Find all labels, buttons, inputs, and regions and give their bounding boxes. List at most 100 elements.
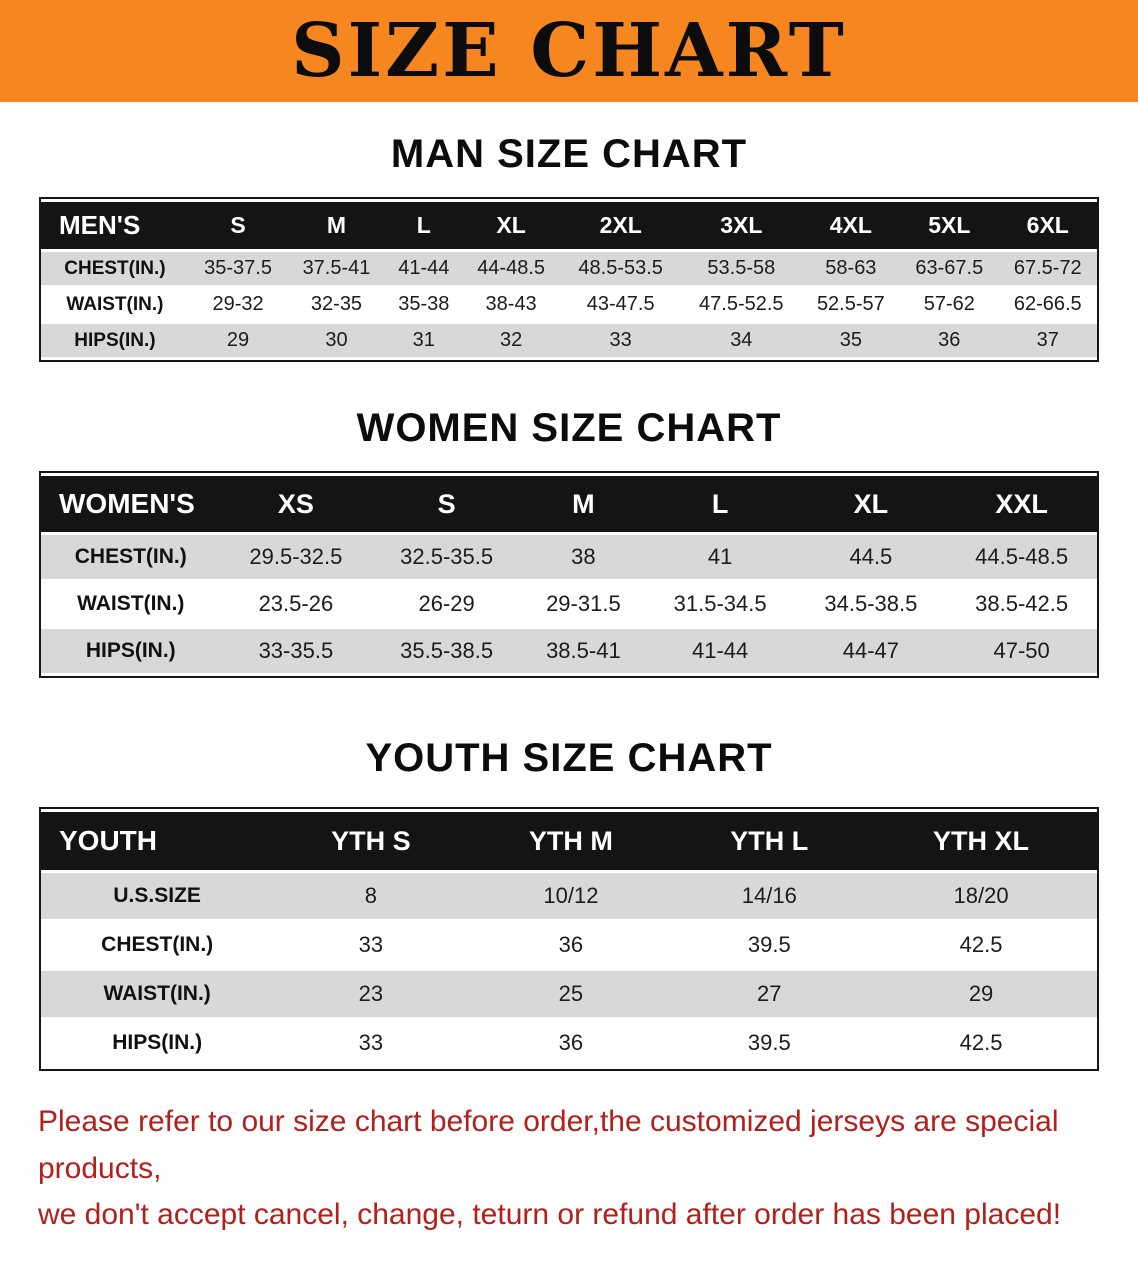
value-cell: 39.5 xyxy=(673,1020,866,1066)
men-chart-heading: MAN SIZE CHART xyxy=(390,132,748,176)
women-size-column-header: M xyxy=(521,476,645,532)
youth-table-row: CHEST(IN.) 33 36 39.5 42.5 xyxy=(41,922,1097,968)
value-cell: 57-62 xyxy=(900,288,999,321)
row-label-cell: WAIST(IN.) xyxy=(41,971,274,1017)
value-cell: 44-47 xyxy=(795,629,947,673)
men-table-row: WAIST(IN.) 29-32 32-35 35-38 38-43 43-47.5 47.… xyxy=(41,288,1097,321)
women-table-row: HIPS(IN.) 33-35.5 35.5-38.5 38.5-41 41-44 44-… xyxy=(41,629,1097,673)
value-cell: 63-67.5 xyxy=(900,252,999,285)
charts-main: MAN SIZE CHART MEN'S S M L XL 2XL 3XL 4XL 5XL 6XL… xyxy=(0,132,1138,1071)
value-cell: 37.5-41 xyxy=(287,252,386,285)
men-size-column-header: 4XL xyxy=(801,202,901,249)
row-label-cell: CHEST(IN.) xyxy=(41,535,221,579)
row-label-cell: U.S.SIZE xyxy=(41,873,274,919)
value-cell: 23.5-26 xyxy=(220,582,372,626)
footer-note: Please refer to our size chart before or… xyxy=(38,1099,1100,1239)
value-cell: 33 xyxy=(273,1020,469,1066)
youth-size-column-header: YTH L xyxy=(673,812,866,870)
value-cell: 35 xyxy=(801,324,901,357)
value-cell: 14/16 xyxy=(673,873,866,919)
women-size-column-header: L xyxy=(644,476,796,532)
value-cell: 37 xyxy=(998,324,1097,357)
men-table-label-header: MEN'S xyxy=(41,202,189,249)
value-cell: 29.5-32.5 xyxy=(220,535,372,579)
men-size-column-header: 2XL xyxy=(560,202,681,249)
value-cell: 47-50 xyxy=(946,629,1097,673)
women-table-row: CHEST(IN.) 29.5-32.5 32.5-35.5 38 41 44.5 44.5… xyxy=(41,535,1097,579)
value-cell: 26-29 xyxy=(371,582,522,626)
women-header-row: WOMEN'S XS S M L XL XXL xyxy=(41,476,1097,532)
youth-size-column-header: YTH XL xyxy=(865,812,1097,870)
women-size-column-header: XXL xyxy=(946,476,1097,532)
value-cell: 44.5-48.5 xyxy=(946,535,1097,579)
value-cell: 30 xyxy=(287,324,386,357)
value-cell: 32-35 xyxy=(287,288,386,321)
men-size-column-header: 5XL xyxy=(900,202,999,249)
value-cell: 23 xyxy=(273,971,469,1017)
women-size-column-header: S xyxy=(371,476,522,532)
value-cell: 25 xyxy=(468,971,674,1017)
value-cell: 44-48.5 xyxy=(461,252,561,285)
value-cell: 38.5-41 xyxy=(521,629,645,673)
value-cell: 42.5 xyxy=(865,1020,1097,1066)
value-cell: 52.5-57 xyxy=(801,288,901,321)
youth-size-column-header: YTH S xyxy=(273,812,469,870)
value-cell: 58-63 xyxy=(801,252,901,285)
men-size-chart-section: MAN SIZE CHART MEN'S S M L XL 2XL 3XL 4XL 5XL 6XL… xyxy=(0,132,1138,362)
value-cell: 67.5-72 xyxy=(998,252,1097,285)
value-cell: 36 xyxy=(900,324,999,357)
value-cell: 38 xyxy=(521,535,645,579)
value-cell: 32.5-35.5 xyxy=(371,535,522,579)
value-cell: 35-37.5 xyxy=(188,252,288,285)
value-cell: 41-44 xyxy=(644,629,796,673)
men-table-row: CHEST(IN.) 35-37.5 37.5-41 41-44 44-48.5 48.5… xyxy=(41,252,1097,285)
value-cell: 53.5-58 xyxy=(680,252,802,285)
value-cell: 27 xyxy=(673,971,866,1017)
row-label-cell: HIPS(IN.) xyxy=(41,1020,274,1066)
value-cell: 38.5-42.5 xyxy=(946,582,1097,626)
men-size-column-header: 6XL xyxy=(998,202,1097,249)
row-label-cell: CHEST(IN.) xyxy=(41,252,189,285)
men-size-column-header: S xyxy=(188,202,288,249)
value-cell: 34 xyxy=(680,324,802,357)
youth-size-column-header: YTH M xyxy=(468,812,674,870)
women-size-column-header: XS xyxy=(220,476,372,532)
women-table-row: WAIST(IN.) 23.5-26 26-29 29-31.5 31.5-34.5 34… xyxy=(41,582,1097,626)
value-cell: 43-47.5 xyxy=(560,288,681,321)
value-cell: 38-43 xyxy=(461,288,561,321)
row-label-cell: WAIST(IN.) xyxy=(41,288,189,321)
women-size-table: WOMEN'S XS S M L XL XXL CHEST(IN.) 29.5-32.5 32.5… xyxy=(39,471,1099,678)
value-cell: 33 xyxy=(273,922,469,968)
banner-title: SIZE CHART xyxy=(291,8,847,94)
men-size-column-header: L xyxy=(385,202,462,249)
value-cell: 48.5-53.5 xyxy=(560,252,681,285)
value-cell: 8 xyxy=(273,873,469,919)
value-cell: 41 xyxy=(644,535,796,579)
youth-table-row: WAIST(IN.) 23 25 27 29 xyxy=(41,971,1097,1017)
men-size-column-header: XL xyxy=(461,202,561,249)
value-cell: 35-38 xyxy=(385,288,462,321)
value-cell: 36 xyxy=(468,922,674,968)
value-cell: 62-66.5 xyxy=(998,288,1097,321)
youth-header-row: YOUTH YTH S YTH M YTH L YTH XL xyxy=(41,812,1097,870)
value-cell: 42.5 xyxy=(865,922,1097,968)
row-label-cell: WAIST(IN.) xyxy=(41,582,221,626)
value-cell: 33-35.5 xyxy=(220,629,372,673)
women-size-column-header: XL xyxy=(795,476,947,532)
row-label-cell: HIPS(IN.) xyxy=(41,324,189,357)
row-label-cell: HIPS(IN.) xyxy=(41,629,221,673)
women-table-label-header: WOMEN'S xyxy=(41,476,221,532)
youth-table-row: U.S.SIZE 8 10/12 14/16 18/20 xyxy=(41,873,1097,919)
value-cell: 31.5-34.5 xyxy=(644,582,796,626)
value-cell: 29-31.5 xyxy=(521,582,645,626)
men-size-column-header: 3XL xyxy=(680,202,802,249)
value-cell: 47.5-52.5 xyxy=(680,288,802,321)
value-cell: 31 xyxy=(385,324,462,357)
footer-note-line-2: we don't accept cancel, change, teturn o… xyxy=(38,1198,1062,1231)
youth-table-row: HIPS(IN.) 33 36 39.5 42.5 xyxy=(41,1020,1097,1066)
youth-chart-heading: YOUTH SIZE CHART xyxy=(365,736,773,780)
value-cell: 29-32 xyxy=(188,288,288,321)
women-chart-heading: WOMEN SIZE CHART xyxy=(356,406,782,450)
value-cell: 29 xyxy=(865,971,1097,1017)
value-cell: 36 xyxy=(468,1020,674,1066)
